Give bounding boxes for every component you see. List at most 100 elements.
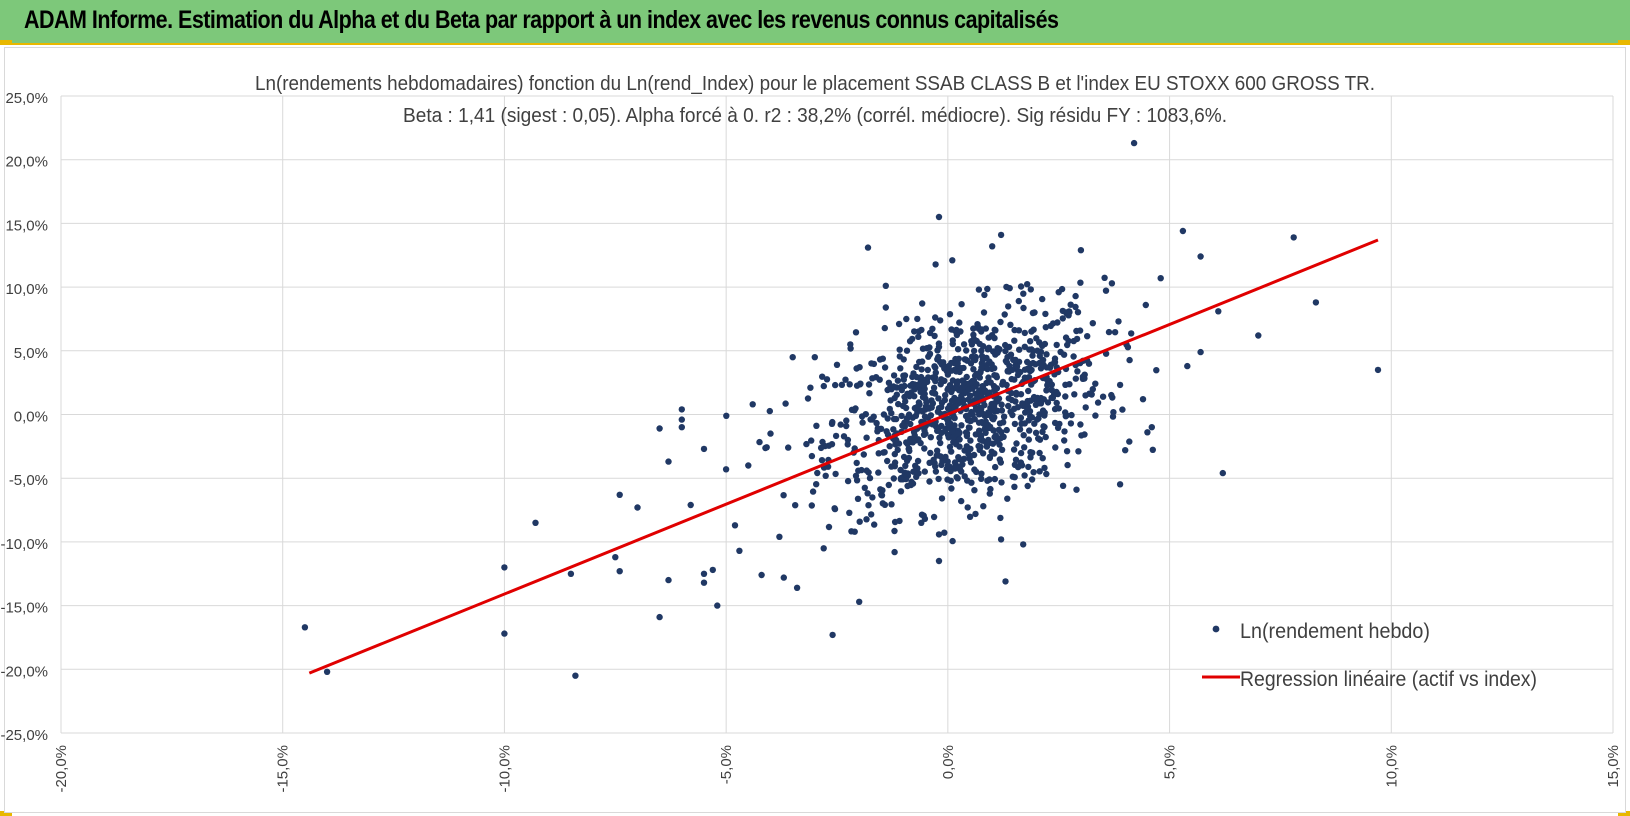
- scatter-point: [843, 417, 850, 424]
- scatter-point: [1126, 356, 1133, 364]
- scatter-point: [808, 452, 816, 460]
- scatter-point: [964, 477, 971, 484]
- scatter-point: [925, 374, 932, 381]
- scatter-point: [1055, 405, 1063, 412]
- scatter-point: [915, 328, 923, 335]
- scatter-point: [980, 309, 988, 316]
- scatter-point: [875, 469, 882, 476]
- scatter-point: [1020, 444, 1028, 451]
- scatter-point: [1184, 362, 1191, 370]
- scatter-point: [846, 509, 853, 516]
- scatter-point: [1290, 234, 1297, 241]
- scatter-point: [1142, 301, 1150, 309]
- scatter-point: [301, 624, 309, 631]
- scatter-point: [1119, 406, 1126, 413]
- scatter-point: [997, 318, 1004, 326]
- scatter-point: [958, 497, 965, 505]
- scatter-point: [1011, 474, 1018, 481]
- scatter-point: [1023, 401, 1031, 408]
- scatter-point: [1000, 413, 1008, 420]
- scatter-point: [915, 333, 922, 340]
- scatter-point: [1111, 329, 1119, 336]
- scatter-point: [891, 548, 898, 556]
- chart-area: [4, 47, 1626, 813]
- scatter-point: [896, 353, 903, 360]
- scatter-point: [999, 378, 1007, 386]
- scatter-point: [906, 338, 914, 345]
- scatter-point: [951, 394, 958, 402]
- scatter-point: [903, 315, 910, 323]
- scatter-point: [978, 364, 985, 371]
- scatter-point: [1028, 328, 1035, 335]
- scatter-point: [665, 576, 672, 584]
- scatter-point: [919, 300, 926, 307]
- scatter-point: [987, 379, 994, 386]
- scatter-point: [1081, 375, 1088, 382]
- scatter-point: [937, 381, 944, 388]
- scatter-point: [807, 384, 814, 391]
- scatter-point: [947, 477, 954, 484]
- scatter-point: [1094, 399, 1102, 406]
- scatter-point: [1105, 328, 1113, 336]
- scatter-point: [1016, 426, 1024, 433]
- scatter-point: [1032, 401, 1040, 408]
- scatter-point: [1016, 346, 1023, 353]
- scatter-point: [1027, 360, 1034, 368]
- scatter-point: [960, 379, 967, 386]
- scatter-point: [903, 439, 910, 446]
- scatter-point: [964, 504, 971, 511]
- scatter-point: [1057, 348, 1064, 356]
- scatter-point: [1066, 381, 1073, 388]
- scatter-point: [927, 449, 934, 457]
- scatter-point: [1035, 435, 1042, 442]
- scatter-point: [898, 386, 905, 394]
- scatter-point: [918, 511, 926, 518]
- scatter-point: [963, 430, 971, 437]
- scatter-point: [988, 332, 996, 339]
- scatter-point: [890, 383, 897, 390]
- scatter-point: [1001, 311, 1008, 318]
- scatter-point: [1101, 274, 1108, 281]
- scatter-point: [1005, 303, 1012, 310]
- scatter-point: [963, 373, 970, 381]
- scatter-point: [925, 405, 933, 412]
- scatter-point: [934, 356, 941, 363]
- scatter-point: [902, 398, 909, 405]
- scatter-point: [1077, 421, 1084, 428]
- scatter-point: [972, 390, 979, 397]
- scatter-point: [973, 406, 981, 414]
- x-axis-ticks: -20,0% -15,0% -10,0% -5,0% 0,0% 5,0% 10,0% 15,0…: [53, 745, 1622, 793]
- scatter-point: [1020, 304, 1027, 312]
- scatter-point: [978, 347, 985, 355]
- scatter-point: [1072, 292, 1079, 300]
- scatter-point: [878, 492, 886, 499]
- scatter-point: [1063, 448, 1071, 455]
- scatter-point: [700, 570, 708, 577]
- scatter-point: [1036, 339, 1043, 346]
- scatter-point: [1039, 356, 1047, 364]
- scatter-point: [722, 466, 730, 473]
- scatter-point: [992, 327, 999, 334]
- scatter-point: [949, 537, 956, 545]
- scatter-point: [863, 434, 870, 441]
- scatter-point: [978, 470, 985, 477]
- scatter-point: [532, 519, 539, 526]
- scatter-point: [981, 291, 988, 299]
- scatter-point: [820, 545, 827, 552]
- scatter-point: [927, 434, 934, 441]
- scatter-point: [1041, 340, 1049, 348]
- scatter-point: [935, 426, 942, 433]
- scatter-point: [970, 347, 978, 355]
- scatter-point: [804, 395, 812, 402]
- scatter-point: [954, 475, 961, 482]
- scatter-point: [1128, 330, 1135, 337]
- scatter-point: [829, 418, 836, 426]
- scatter-point: [1012, 456, 1020, 463]
- scatter-point: [501, 630, 508, 637]
- scatter-point: [1042, 310, 1049, 318]
- scatter-point: [908, 478, 915, 486]
- scatter-point: [927, 412, 935, 419]
- y-tick-label: 0,0%: [14, 409, 48, 426]
- scatter-point: [931, 363, 938, 370]
- scatter-point: [865, 381, 873, 388]
